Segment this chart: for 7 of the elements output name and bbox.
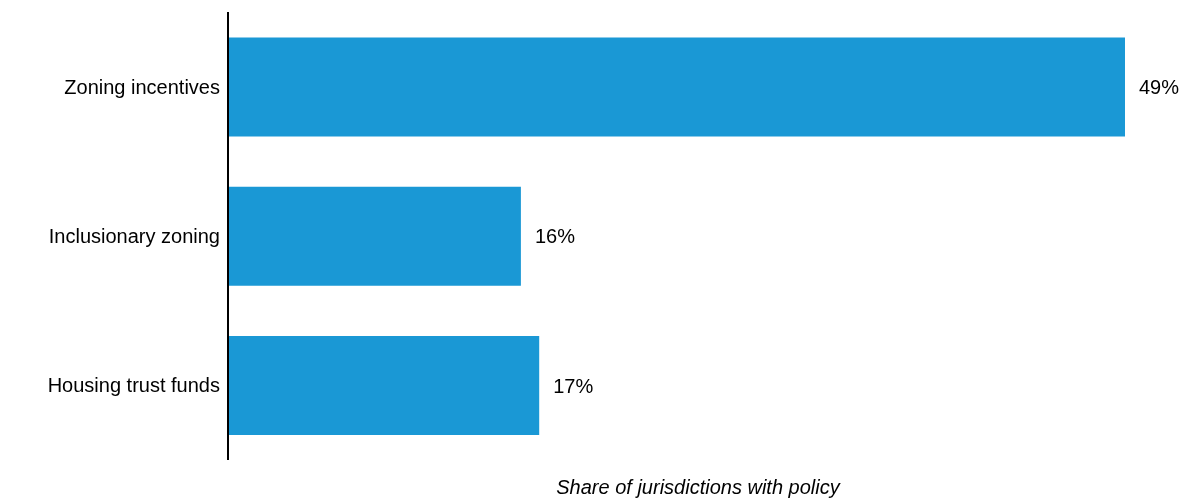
data-label: 17%: [553, 374, 594, 397]
data-label: 49%: [1139, 75, 1180, 98]
y-tick-label: Zoning incentives: [64, 75, 220, 98]
x-axis-title: Share of jurisdictions with policy: [555, 476, 842, 499]
y-tick-label: Inclusionary zoning: [48, 225, 220, 248]
data-label: 16%: [534, 225, 576, 248]
y-tick-label: Housing trust funds: [47, 374, 220, 397]
